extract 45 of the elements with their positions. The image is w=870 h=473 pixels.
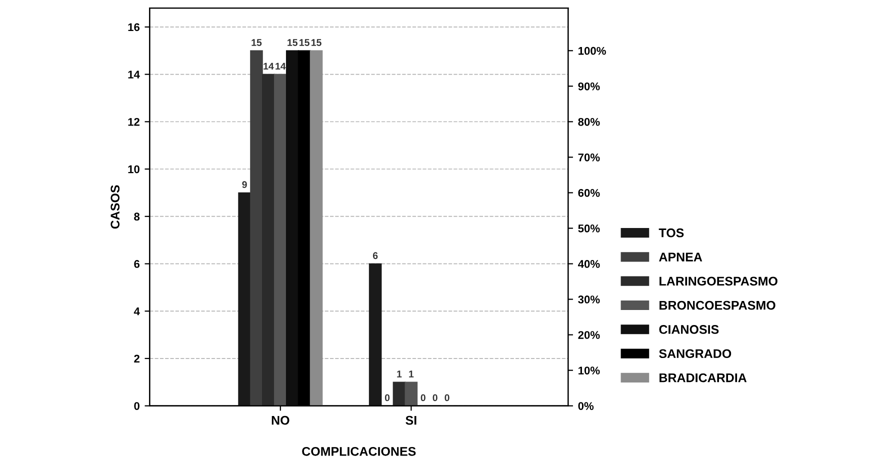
data-label: 15 [311, 39, 322, 46]
data-label: 1 [409, 370, 414, 378]
data-label: 0 [384, 394, 390, 402]
data-label: 15 [252, 39, 262, 46]
y2-tick-label: 40% [578, 260, 600, 268]
legend-label: SANGRADO [659, 349, 732, 358]
data-label: 0 [444, 394, 450, 402]
y-tick-label: 12 [128, 118, 140, 126]
legend-label: LARINGOESPASMO [660, 276, 778, 286]
x-tick-label: NO [272, 416, 290, 425]
data-label: 14 [264, 62, 274, 70]
x-axis-title: COMPLICACIONES [302, 446, 416, 456]
data-label: 6 [372, 252, 378, 260]
legend-label: CIANOSIS [659, 325, 719, 334]
y-tick-label: 2 [134, 354, 140, 363]
y2-tick-label: 100% [578, 46, 606, 55]
y-tick-label: 8 [134, 212, 140, 221]
data-label: 0 [432, 394, 438, 402]
y2-tick-label: 60% [578, 189, 600, 197]
y2-tick-label: 20% [578, 331, 600, 339]
y-tick-label: 6 [134, 260, 140, 268]
data-label: 15 [288, 39, 298, 46]
y-tick-label: 0 [134, 402, 140, 410]
data-label: 15 [300, 39, 310, 46]
y2-tick-label: 0% [578, 402, 594, 410]
legend-label: TOS [658, 228, 684, 238]
legend-label: APNEA [659, 252, 702, 262]
y2-tick-label: 80% [578, 118, 600, 126]
legend-label: BRADICARDIA [660, 373, 747, 382]
y2-tick-label: 90% [578, 82, 600, 90]
y-tick-label: 14 [128, 70, 140, 78]
legend-label: BRONCOESPASMO [660, 300, 776, 310]
y-axis-title: CASOS [110, 185, 120, 229]
y2-tick-label: 30% [578, 296, 600, 304]
data-label: 1 [397, 370, 402, 378]
y-tick-label: 16 [128, 23, 140, 32]
y2-tick-label: 10% [578, 366, 600, 374]
y-tick-label: 10 [128, 165, 140, 174]
data-label: 14 [276, 62, 286, 70]
data-label: 9 [242, 181, 247, 188]
x-tick-label: SI [406, 416, 416, 425]
data-label: 0 [420, 394, 426, 402]
y-tick-label: 4 [134, 308, 140, 316]
y2-tick-label: 50% [578, 224, 600, 232]
y2-tick-label: 70% [578, 153, 600, 162]
